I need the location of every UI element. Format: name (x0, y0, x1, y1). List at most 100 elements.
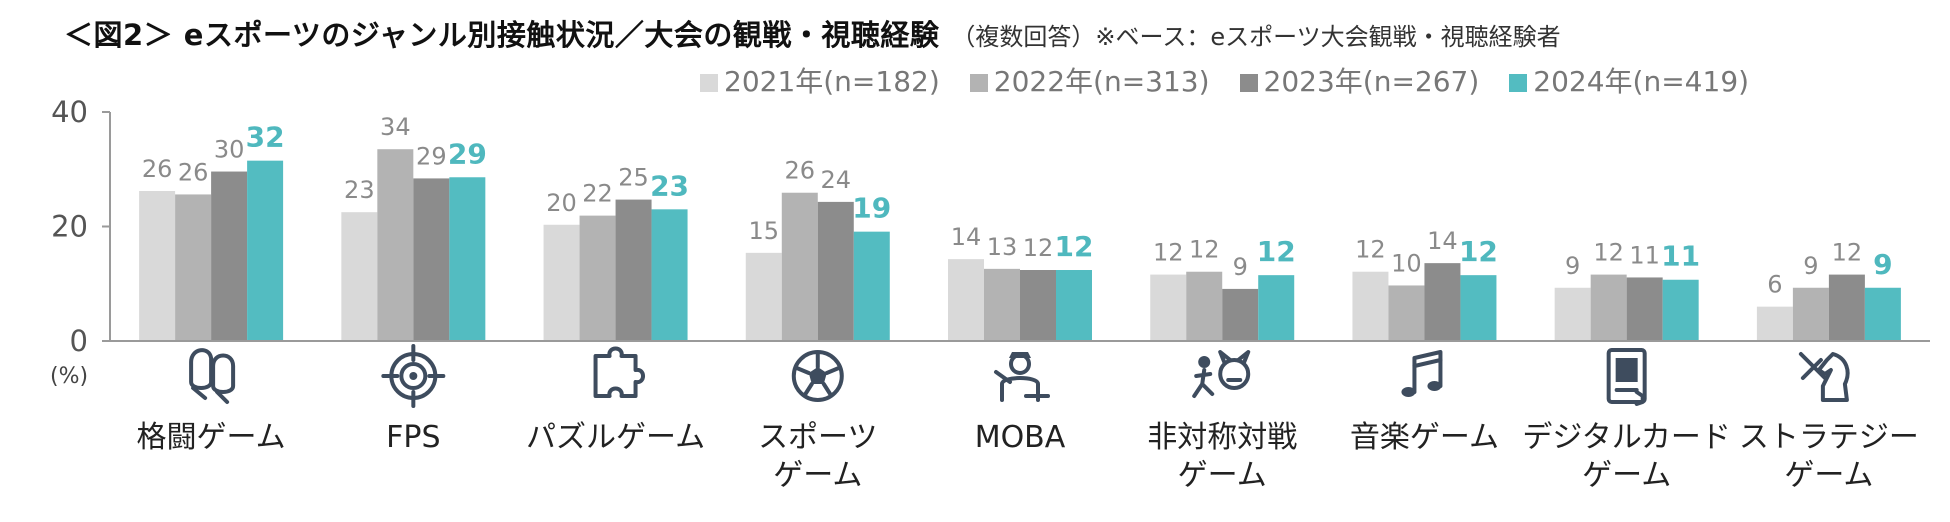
chart-title: ＜図2＞ eスポーツのジャンル別接触状況／大会の観戦・視聴経験 (64, 18, 940, 52)
data-label: 10 (1391, 249, 1422, 277)
bar (1222, 288, 1259, 341)
data-label: 24 (821, 166, 852, 194)
chase-icon (1192, 350, 1251, 398)
data-label: 12 (1153, 239, 1184, 267)
bar (211, 171, 248, 341)
data-label: 12 (1459, 235, 1498, 268)
data-label: 22 (582, 180, 613, 208)
bar (579, 215, 616, 341)
legend-swatch (969, 74, 988, 92)
data-label: 14 (1427, 227, 1458, 255)
data-label: 9 (1565, 252, 1580, 280)
data-label: 29 (416, 142, 447, 170)
bar (745, 252, 782, 341)
data-label: 23 (650, 169, 689, 202)
bar (651, 209, 688, 341)
x-category-label: ゲーム (1784, 458, 1873, 493)
y-unit-label: (%) (50, 364, 88, 389)
data-label: 12 (1593, 239, 1624, 267)
x-category-label: ストラテジー (1739, 420, 1919, 455)
legend-item: 2024年(n=419) (1509, 60, 1749, 100)
legend-item: 2022年(n=313) (969, 60, 1210, 100)
legend-swatch (700, 74, 718, 92)
data-label: 20 (546, 189, 577, 217)
x-category-label: ゲーム (773, 458, 862, 493)
legend-item: 2023年(n=267) (1239, 60, 1480, 100)
data-label: 26 (142, 155, 173, 183)
legend-label: 2022年(n=313) (993, 65, 1210, 98)
bar (175, 194, 212, 341)
x-category-label: ゲーム (1582, 458, 1671, 493)
bar (1864, 287, 1901, 341)
bar (817, 201, 854, 341)
data-label: 12 (1355, 236, 1386, 264)
x-category-label: MOBA (975, 420, 1066, 455)
data-label: 32 (246, 121, 285, 154)
legend-swatch (1509, 74, 1528, 92)
data-label: 9 (1873, 248, 1892, 281)
bar (781, 192, 818, 341)
y-tick-label: 0 (70, 324, 88, 358)
bar (247, 160, 284, 341)
bar (1662, 279, 1699, 341)
data-label: 11 (1661, 240, 1700, 273)
y-tick-label: 40 (51, 95, 88, 129)
chart-subtitle: （複数回答）※ベース：eスポーツ大会観戦・視聴経験者 (951, 23, 1561, 51)
x-category-label: ゲーム (1178, 458, 1267, 493)
data-label: 12 (1023, 234, 1054, 262)
data-label: 13 (987, 233, 1018, 261)
data-label: 6 (1767, 271, 1782, 299)
crosshair-icon (381, 344, 446, 408)
data-label: 19 (852, 192, 891, 225)
data-label: 30 (214, 136, 245, 164)
data-label: 9 (1803, 252, 1818, 280)
legend-label: 2023年(n=267) (1263, 65, 1480, 98)
legend-swatch (1239, 74, 1258, 92)
bar (543, 224, 580, 341)
data-label: 26 (178, 158, 209, 186)
x-category-label: スポーツ (758, 420, 877, 455)
bar (1186, 271, 1223, 341)
data-label: 26 (785, 157, 816, 185)
x-category-label: デジタルカード (1522, 420, 1731, 455)
x-category-label: 非対称対戦 (1147, 420, 1297, 455)
bar (984, 268, 1020, 341)
data-label: 12 (1832, 239, 1863, 267)
legend-item: 2021年(n=182) (700, 60, 940, 100)
data-label: 25 (618, 164, 649, 192)
legend-label: 2021年(n=182) (724, 65, 940, 98)
bar (1626, 277, 1663, 341)
music-note-icon (1401, 350, 1443, 397)
bar (341, 212, 378, 341)
soccer-ball-icon (791, 350, 844, 402)
boxing-gloves-icon (189, 348, 236, 404)
bar (449, 177, 486, 341)
bar (377, 149, 414, 341)
bar (1424, 263, 1461, 341)
data-label: 12 (1055, 230, 1094, 263)
x-category-label: パズルゲーム (526, 420, 705, 455)
legend-label: 2024年(n=419) (1533, 65, 1750, 98)
bar (1020, 270, 1056, 341)
bar (1792, 287, 1829, 341)
bar (1554, 287, 1591, 341)
data-label: 9 (1233, 253, 1248, 281)
bar (853, 231, 890, 341)
x-category-label: 格闘ゲーム (137, 420, 286, 455)
data-label: 12 (1189, 236, 1220, 264)
chess-knight-icon (1798, 352, 1850, 402)
bar (615, 199, 652, 341)
bar (1150, 274, 1187, 341)
bar (1056, 270, 1092, 341)
soldier-icon (994, 352, 1050, 402)
bar (1828, 274, 1865, 341)
x-category-label: FPS (386, 420, 440, 455)
bar (139, 191, 176, 341)
puzzle-piece-icon (593, 346, 646, 398)
data-label: 15 (749, 217, 780, 245)
data-label: 12 (1257, 235, 1296, 268)
data-label: 34 (380, 113, 411, 141)
bar (1756, 306, 1793, 341)
y-tick-label: 20 (51, 210, 88, 244)
